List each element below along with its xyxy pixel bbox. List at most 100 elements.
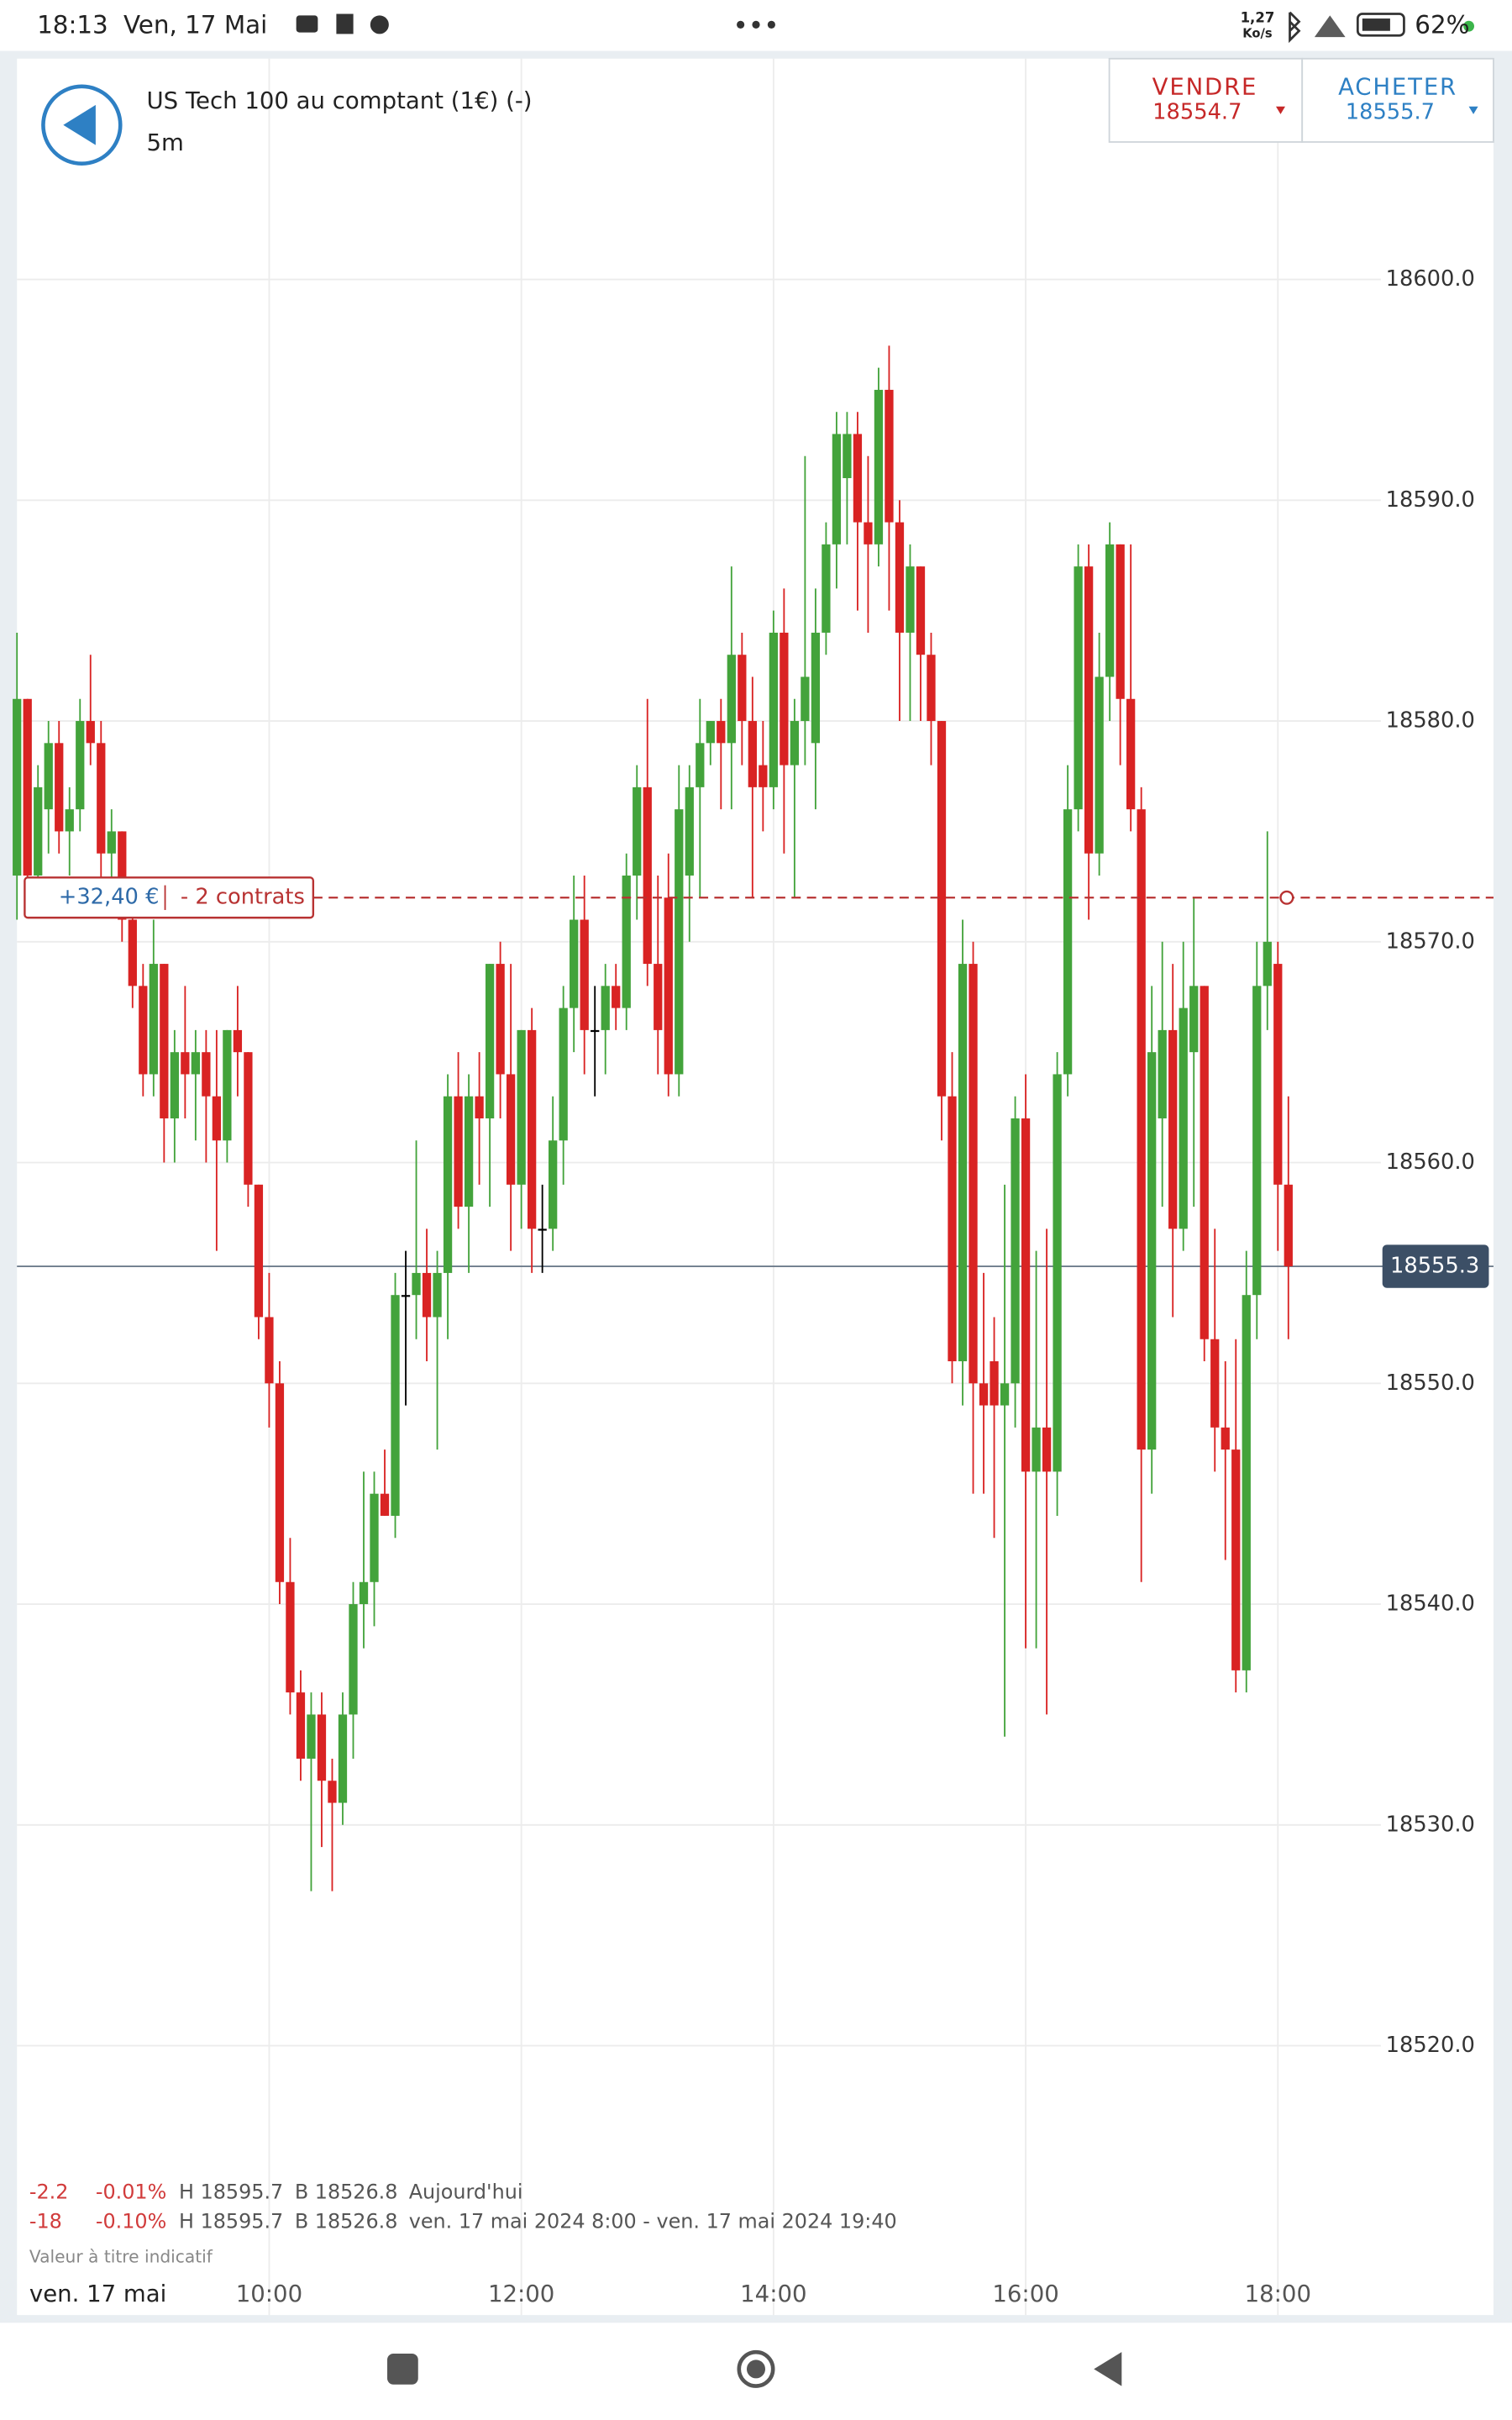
candle-body bbox=[895, 522, 905, 633]
candle-body bbox=[685, 786, 694, 876]
candle-body bbox=[1084, 566, 1094, 854]
candle-body bbox=[1242, 1295, 1251, 1670]
stat-value: -18 bbox=[29, 2209, 62, 2233]
candle-body bbox=[885, 389, 894, 523]
candle-body bbox=[538, 1228, 547, 1231]
nav-home[interactable] bbox=[737, 2349, 775, 2388]
candle-body bbox=[528, 1029, 537, 1229]
candle-body bbox=[664, 897, 673, 1075]
candle-body bbox=[265, 1317, 274, 1384]
candle-body bbox=[1137, 809, 1146, 1450]
stat-value: -0.10% bbox=[96, 2209, 166, 2233]
buy-button[interactable] bbox=[1301, 57, 1494, 143]
candle-body bbox=[801, 676, 810, 722]
candle-body bbox=[1105, 544, 1115, 677]
candle-body bbox=[254, 1184, 264, 1318]
candle-body bbox=[811, 632, 821, 744]
candle-body bbox=[76, 721, 85, 810]
candle-body bbox=[1200, 986, 1209, 1339]
candle-body bbox=[1095, 676, 1104, 854]
candle-body bbox=[633, 786, 642, 876]
candle-body bbox=[1147, 1052, 1157, 1450]
candle-body bbox=[549, 1140, 558, 1229]
candle-body bbox=[643, 786, 652, 965]
candle-body bbox=[464, 1096, 474, 1207]
candle-body bbox=[13, 698, 22, 876]
candle-body bbox=[1021, 1118, 1031, 1472]
candle-body bbox=[1158, 1029, 1167, 1118]
stat-value: Aujourd'hui bbox=[409, 2181, 523, 2204]
candle-body bbox=[1032, 1427, 1041, 1472]
position-pl: +32,40 € bbox=[59, 885, 160, 910]
buy-caret bbox=[1468, 106, 1478, 114]
candle-body bbox=[570, 919, 579, 1008]
candle-body bbox=[1252, 986, 1262, 1296]
candle-body bbox=[748, 721, 757, 787]
candle-body bbox=[55, 743, 64, 832]
candle-body bbox=[370, 1493, 379, 1582]
interval: 5m bbox=[146, 129, 183, 156]
candle-body bbox=[916, 566, 926, 655]
candle-body bbox=[843, 434, 852, 479]
plot: 18520.0 18530.0 18540.0 18550.0 18560.0 18570… bbox=[13, 58, 1494, 2316]
candle-body bbox=[160, 964, 169, 1118]
candle-body bbox=[118, 831, 127, 920]
candle-body bbox=[1063, 809, 1073, 1075]
nav-home-dot bbox=[746, 2360, 766, 2379]
candle-body bbox=[1042, 1427, 1052, 1472]
candle-body bbox=[97, 743, 106, 854]
candle-body bbox=[1221, 1427, 1230, 1450]
y-tick-label: 18560.0 bbox=[1386, 1150, 1475, 1175]
candle-body bbox=[233, 1029, 243, 1053]
candle-body bbox=[1263, 941, 1272, 986]
sell-label: VENDRE bbox=[1152, 74, 1258, 101]
candle-body bbox=[181, 1052, 190, 1075]
candle-body bbox=[864, 522, 873, 544]
candle-body bbox=[202, 1052, 211, 1097]
candle-body bbox=[969, 964, 978, 1384]
candle-body bbox=[412, 1272, 421, 1296]
candle-body bbox=[780, 632, 789, 765]
candle-body bbox=[675, 809, 684, 1075]
candle-body bbox=[654, 964, 663, 1030]
candle-body bbox=[958, 964, 968, 1362]
stat-value: B 18526.8 bbox=[295, 2209, 398, 2233]
candle-body bbox=[107, 831, 116, 854]
candle-body bbox=[23, 698, 32, 876]
nav-recent[interactable] bbox=[387, 2354, 418, 2385]
last-price-badge bbox=[1382, 1244, 1489, 1288]
x-tick-label: 18:00 bbox=[1245, 2281, 1311, 2307]
candle-body bbox=[948, 1096, 957, 1362]
candle-body bbox=[1116, 544, 1125, 699]
sell-price: 18554.7 bbox=[1152, 100, 1242, 125]
candle-body bbox=[1179, 1007, 1188, 1229]
candle-body bbox=[433, 1272, 442, 1318]
candle-body bbox=[34, 786, 43, 876]
candle-body bbox=[979, 1383, 989, 1406]
x-tick-label: 16:00 bbox=[992, 2281, 1058, 2307]
buy-price: 18555.7 bbox=[1346, 100, 1435, 125]
date-label: ven. 17 mai bbox=[29, 2281, 166, 2307]
sell-button[interactable] bbox=[1108, 57, 1304, 143]
y-tick-label: 18570.0 bbox=[1386, 929, 1475, 954]
candle-body bbox=[338, 1714, 348, 1803]
stat-value: ven. 17 mai 2024 8:00 - ven. 17 mai 2024… bbox=[409, 2209, 897, 2233]
candle-body bbox=[275, 1383, 285, 1582]
candle-body bbox=[591, 1029, 600, 1033]
candle-body bbox=[937, 721, 947, 1097]
candle-body bbox=[1000, 1383, 1010, 1406]
x-tick-label: 12:00 bbox=[488, 2281, 554, 2307]
x-tick-label: 10:00 bbox=[236, 2281, 302, 2307]
y-tick-label: 18540.0 bbox=[1386, 1591, 1475, 1617]
candle-body bbox=[506, 1074, 516, 1185]
indicative-note: Valeur à titre indicatif bbox=[29, 2247, 213, 2267]
candle-body bbox=[307, 1714, 316, 1759]
candle-body bbox=[1126, 698, 1136, 810]
sell-caret bbox=[1275, 106, 1285, 114]
candle-body bbox=[580, 919, 589, 1030]
candle-body bbox=[717, 721, 726, 744]
position-box[interactable] bbox=[24, 876, 315, 919]
nav-back[interactable] bbox=[1094, 2352, 1122, 2386]
